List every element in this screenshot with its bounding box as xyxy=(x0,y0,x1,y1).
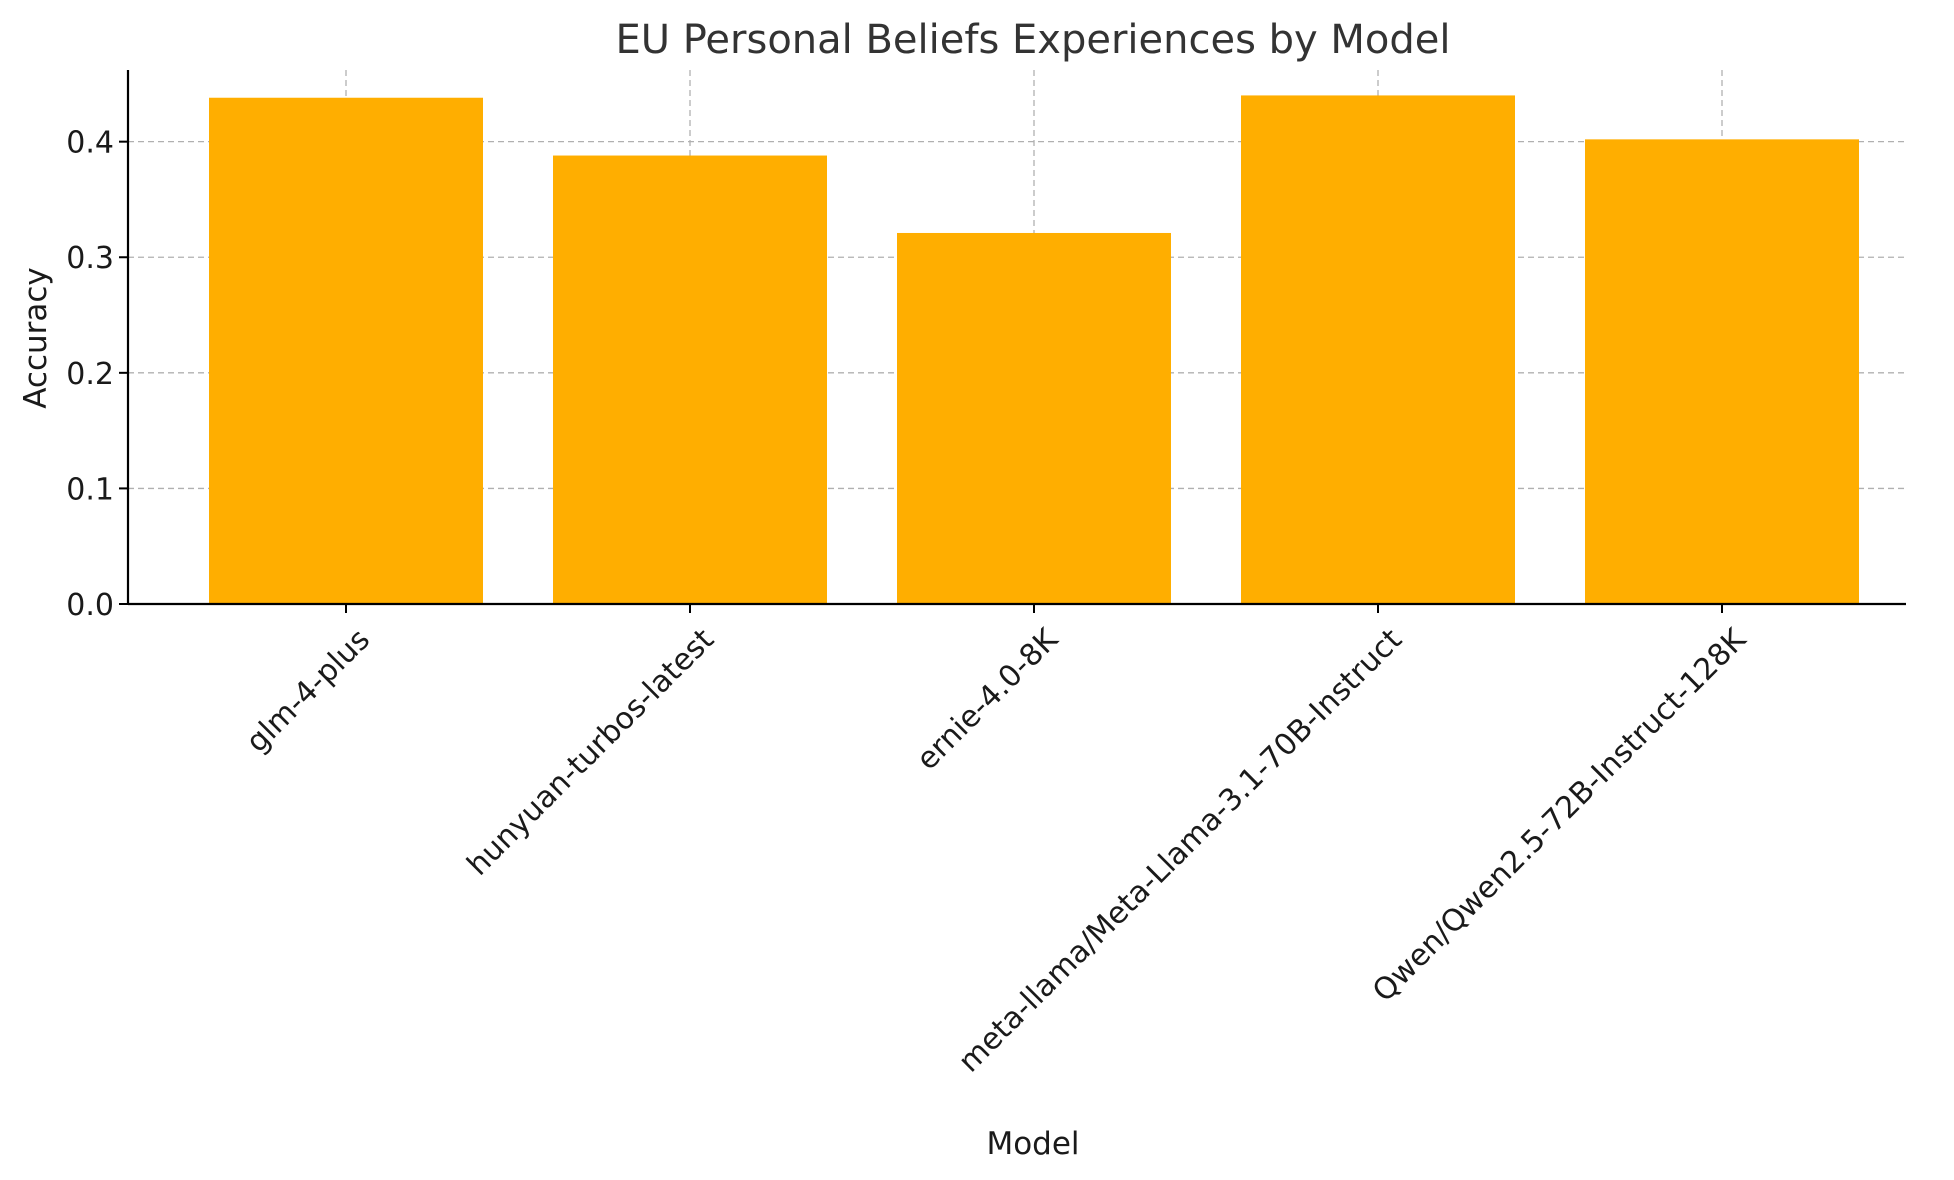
y-axis-label: Accuracy xyxy=(18,267,54,409)
y-tick-label: 0.1 xyxy=(66,472,114,507)
chart-title: EU Personal Beliefs Experiences by Model xyxy=(615,17,1450,63)
bars xyxy=(209,95,1859,604)
x-axis-label: Model xyxy=(986,1126,1079,1162)
x-ticks: glm-4-plus hunyuan-turbos-latest ernie-4.0… xyxy=(239,604,1754,1079)
bar xyxy=(209,97,483,604)
x-tick-label: glm-4-plus xyxy=(239,622,376,759)
x-tick-label: Qwen/Qwen2.5-72B-Instruct-128K xyxy=(1366,621,1754,1009)
bar xyxy=(897,232,1171,604)
y-tick-label: 0.2 xyxy=(66,357,114,392)
y-tick-label: 0.0 xyxy=(66,588,114,623)
bar xyxy=(553,155,827,604)
axes xyxy=(126,70,1906,606)
y-tick-label: 0.3 xyxy=(66,241,114,276)
x-tick-label: ernie-4.0-8K xyxy=(910,621,1066,777)
y-tick-label: 0.4 xyxy=(66,126,114,161)
bar xyxy=(1585,139,1859,604)
y-ticks: 0.0 0.1 0.2 0.3 0.4 xyxy=(66,126,128,623)
bar xyxy=(1241,95,1515,604)
x-tick-label: hunyuan-turbos-latest xyxy=(460,622,721,883)
